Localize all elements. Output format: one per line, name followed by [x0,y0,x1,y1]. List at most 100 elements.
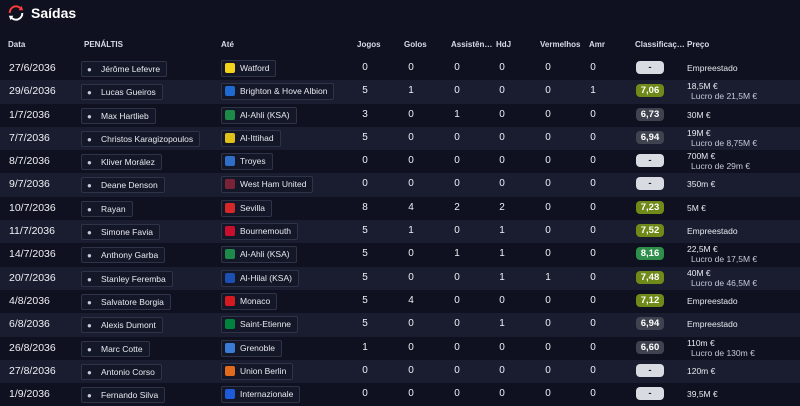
col-date[interactable]: Data [8,40,26,49]
club-chip[interactable]: Al-Ahli (KSA) [221,106,297,124]
col-golos[interactable]: Golos [404,40,427,49]
player-chip[interactable]: ● Lucas Gueiros [81,84,163,101]
col-rating[interactable]: Classificaç… [635,40,685,49]
price-value: 5M € [687,202,706,213]
table-row[interactable]: 7/7/2036 ● Christos Karagizopoulos Al-Ittih… [0,126,800,151]
row-date: 14/7/2036 [9,248,56,261]
table-row[interactable]: 27/8/2036 ● Antonio Corso Union Berlin 0 0 0 0 0… [0,359,800,384]
club-chip[interactable]: Al-Ittihad [221,129,281,147]
price-cell: 18,5M € Lucro de 21,5M € [687,81,757,101]
jogos-value: 5 [362,225,368,237]
table-row[interactable]: 10/7/2036 ● Rayan Sevilla 8 4 2 2 0 0 7,23 5M € [0,197,800,220]
player-chip[interactable]: ● Rayan [81,200,133,217]
club-chip[interactable]: Saint-Etienne [221,316,299,334]
table-row[interactable]: 29/6/2036 ● Lucas Gueiros Brighton & Hove A… [0,80,800,104]
player-chip[interactable]: ● Alexis Dumont [81,317,163,334]
club-chip[interactable]: Watford [221,60,277,77]
club-crest-icon [225,295,235,306]
assist-value: 0 [454,388,460,400]
table-row[interactable]: 9/7/2036 ● Deane Denson West Ham United 0 0 0 0… [0,173,800,197]
club-chip[interactable]: Al-Ahli (KSA) [221,246,297,264]
table-row[interactable]: 1/7/2036 ● Max Hartlieb Al-Ahli (KSA) 3 0 1 0 0 0… [0,104,800,127]
profit-value: Lucro de 8,75M € [691,137,758,148]
player-chip[interactable]: ● Max Hartlieb [81,107,156,124]
price-value: Empreestado [687,226,738,237]
table-row[interactable]: 20/7/2036 ● Stanley Feremba Al-Hilal (KSA) 5… [0,266,800,290]
player-name: Christos Karagizopoulos [101,133,194,144]
player-avatar-icon: ● [87,344,92,354]
price-cell: 19M € Lucro de 8,75M € [687,128,757,148]
price-cell: 350m € [687,179,715,189]
jogos-value: 0 [362,364,368,376]
club-chip[interactable]: Sevilla [221,199,273,217]
table-row[interactable]: 14/7/2036 ● Anthony Garba Al-Ahli (KSA) 5 0 1 1… [0,243,800,266]
player-avatar-icon: ● [87,134,92,144]
assist-value: 0 [454,85,460,97]
col-vermelhos[interactable]: Vermelhos [540,40,581,49]
row-date: 27/6/2036 [9,62,56,74]
row-date: 6/8/2036 [9,318,50,331]
col-assist[interactable]: Assistên… [451,40,493,49]
price-cell: 700M € Lucro de 29m € [687,151,750,171]
player-chip[interactable]: ● Kliver Morález [81,154,162,171]
player-chip[interactable]: ● Simone Favia [81,224,160,241]
col-price[interactable]: Preço [687,40,710,49]
player-chip[interactable]: ● Anthony Garba [81,247,166,264]
rating-badge: 6,94 [636,317,664,331]
player-chip[interactable]: ● Salvatore Borgia [81,293,171,310]
col-player[interactable]: PENÁLTIS [84,40,123,49]
club-crest-icon [225,226,235,237]
jogos-value: 0 [362,178,368,190]
player-name: Anthony Garba [101,250,159,261]
table-row[interactable]: 4/8/2036 ● Salvatore Borgia Monaco 5 4 0 0 0 0 7,1… [0,290,800,313]
club-chip[interactable]: Internazionale [221,386,301,404]
club-chip[interactable]: Brighton & Hove Albion [221,83,335,101]
golos-value: 1 [408,85,414,97]
jogos-value: 5 [362,294,368,306]
price-value: 700M € [687,151,716,162]
player-chip[interactable]: ● Antonio Corso [81,363,162,380]
profit-value: Lucro de 130m € [691,347,755,358]
club-chip[interactable]: Bournemouth [221,223,299,241]
player-chip[interactable]: ● Stanley Feremba [81,270,173,287]
amr-value: 0 [590,248,596,260]
rating-badge: - [636,387,664,401]
player-chip[interactable]: ● Fernando Silva [81,387,166,404]
club-chip[interactable]: Troyes [221,153,273,171]
club-chip[interactable]: West Ham United [221,176,314,194]
club-chip[interactable]: Monaco [221,292,278,310]
club-chip[interactable]: Al-Hilal (KSA) [221,269,299,287]
col-jogos[interactable]: Jogos [357,40,381,49]
row-date: 8/7/2036 [9,155,50,168]
row-date: 1/9/2036 [9,388,50,401]
player-chip[interactable]: ● Marc Cotte [81,340,150,357]
hdj-value: 0 [499,131,505,143]
club-crest-icon [225,202,235,213]
club-chip[interactable]: Union Berlin [221,362,294,380]
club-crest-icon [225,342,235,353]
club-chip[interactable]: Grenoble [221,339,282,357]
player-chip[interactable]: ● Jérôme Lefevre [81,61,168,77]
player-chip[interactable]: ● Christos Karagizopoulos [81,130,201,147]
club-name: Brighton & Hove Albion [240,86,328,97]
col-hdj[interactable]: HdJ [496,40,512,49]
player-name: Antonio Corso [101,366,155,377]
table-row[interactable]: 1/9/2036 ● Fernando Silva Internazionale 0 0 0… [0,383,800,406]
golos-value: 0 [408,341,414,353]
col-club[interactable]: Até [221,40,234,49]
player-avatar-icon: ● [87,111,92,121]
col-amr[interactable]: Amr [589,40,606,49]
table-row[interactable]: 11/7/2036 ● Simone Favia Bournemouth 5 1 0 1 0 0 7… [0,220,800,244]
hdj-value: 0 [499,341,505,353]
table-row[interactable]: 26/8/2036 ● Marc Cotte Grenoble 1 0 0 0 0 0 6,60 11… [0,337,800,360]
table-row[interactable]: 8/7/2036 ● Kliver Morález Troyes 0 0 0 0 0 0 - 700M… [0,150,800,173]
hdj-value: 0 [499,364,505,376]
row-date: 29/6/2036 [9,85,56,98]
golos-value: 0 [408,155,414,167]
profit-value: Lucro de 21,5M € [691,91,758,102]
player-chip[interactable]: ● Deane Denson [81,177,165,194]
vermelhos-value: 0 [545,131,551,143]
table-row[interactable]: 6/8/2036 ● Alexis Dumont Saint-Etienne 5 0 0 1 0… [0,313,800,337]
page-title: Saídas [31,5,77,21]
table-row[interactable]: 27/6/2036 ● Jérôme Lefevre Watford 0 0 0 0 0 0 - Em… [0,57,800,80]
